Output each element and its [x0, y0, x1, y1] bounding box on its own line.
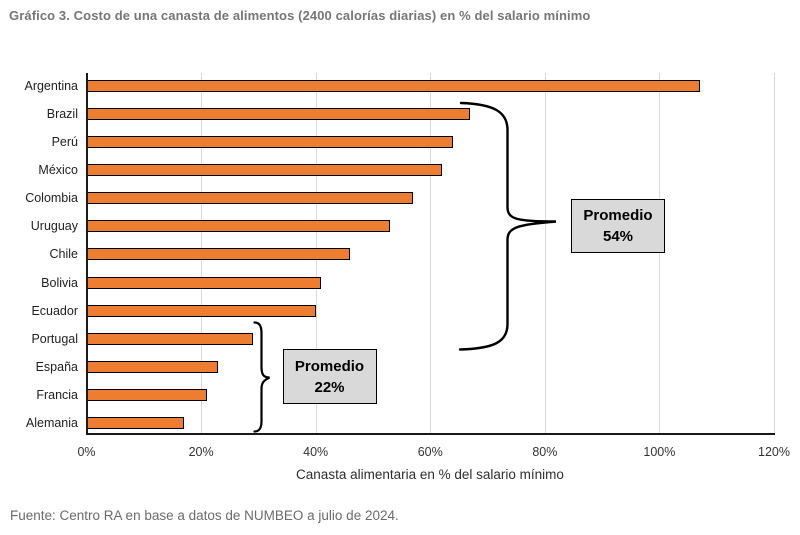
- category-label: Portugal: [31, 331, 78, 346]
- category-label: Colombia: [25, 191, 78, 206]
- x-tick-label: 60%: [417, 445, 443, 459]
- bar-colombia: [86, 192, 414, 205]
- category-label: Francia: [36, 387, 78, 402]
- bar-francia: [86, 388, 207, 401]
- source-note: Fuente: Centro RA en base a datos de NUM…: [10, 508, 399, 523]
- category-label: México: [38, 163, 78, 178]
- x-axis-title: Canasta alimentaria en % del salario mín…: [296, 467, 564, 482]
- x-axis-line: [86, 432, 775, 435]
- x-tick-label: 40%: [303, 445, 329, 459]
- x-tick-label: 120%: [758, 445, 790, 459]
- bar-ecuador: [86, 304, 316, 317]
- x-tick-label: 0%: [77, 445, 96, 459]
- bar-portugal: [86, 332, 253, 345]
- chart-title: Gráfico 3. Costo de una canasta de alime…: [9, 8, 591, 23]
- bar-mexico: [86, 164, 442, 177]
- gridline-100: [659, 73, 661, 433]
- promedio-latam-value: 54%: [602, 228, 634, 245]
- gridline-120: [774, 73, 775, 433]
- y-axis-line: [86, 73, 88, 434]
- brace-latam-group: [458, 101, 557, 351]
- bar-brazil: [86, 108, 471, 121]
- promedio-europe-box: Promedio 22%: [282, 349, 377, 404]
- category-label: España: [35, 359, 78, 374]
- category-label: Chile: [49, 247, 79, 262]
- x-tick-label: 100%: [643, 445, 676, 459]
- bar-chile: [86, 248, 351, 261]
- promedio-europe-label: Promedio: [294, 357, 365, 375]
- gridline-60: [430, 73, 432, 433]
- category-label: Alemania: [25, 415, 78, 430]
- promedio-latam-label: Promedio: [583, 207, 653, 224]
- x-tick-label: 20%: [188, 445, 214, 459]
- category-label: Bolivia: [41, 275, 78, 290]
- bar-argentina: [86, 80, 700, 93]
- x-tick-label: 80%: [532, 445, 558, 459]
- category-label: Ecuador: [31, 303, 78, 318]
- category-label: Uruguay: [30, 219, 78, 234]
- gridline-80: [544, 73, 546, 433]
- bar-uruguay: [86, 220, 391, 233]
- brace-europe-group: [253, 321, 271, 433]
- category-label: Perú: [51, 135, 78, 150]
- promedio-latam-box: Promedio 54%: [571, 199, 665, 253]
- bar-alemania: [86, 416, 184, 429]
- promedio-europe-value: 22%: [314, 378, 345, 396]
- category-label: Brazil: [46, 107, 78, 122]
- category-label: Argentina: [24, 79, 78, 94]
- bar-espana: [86, 360, 219, 373]
- bar-bolivia: [86, 276, 322, 289]
- bar-peru: [86, 136, 454, 149]
